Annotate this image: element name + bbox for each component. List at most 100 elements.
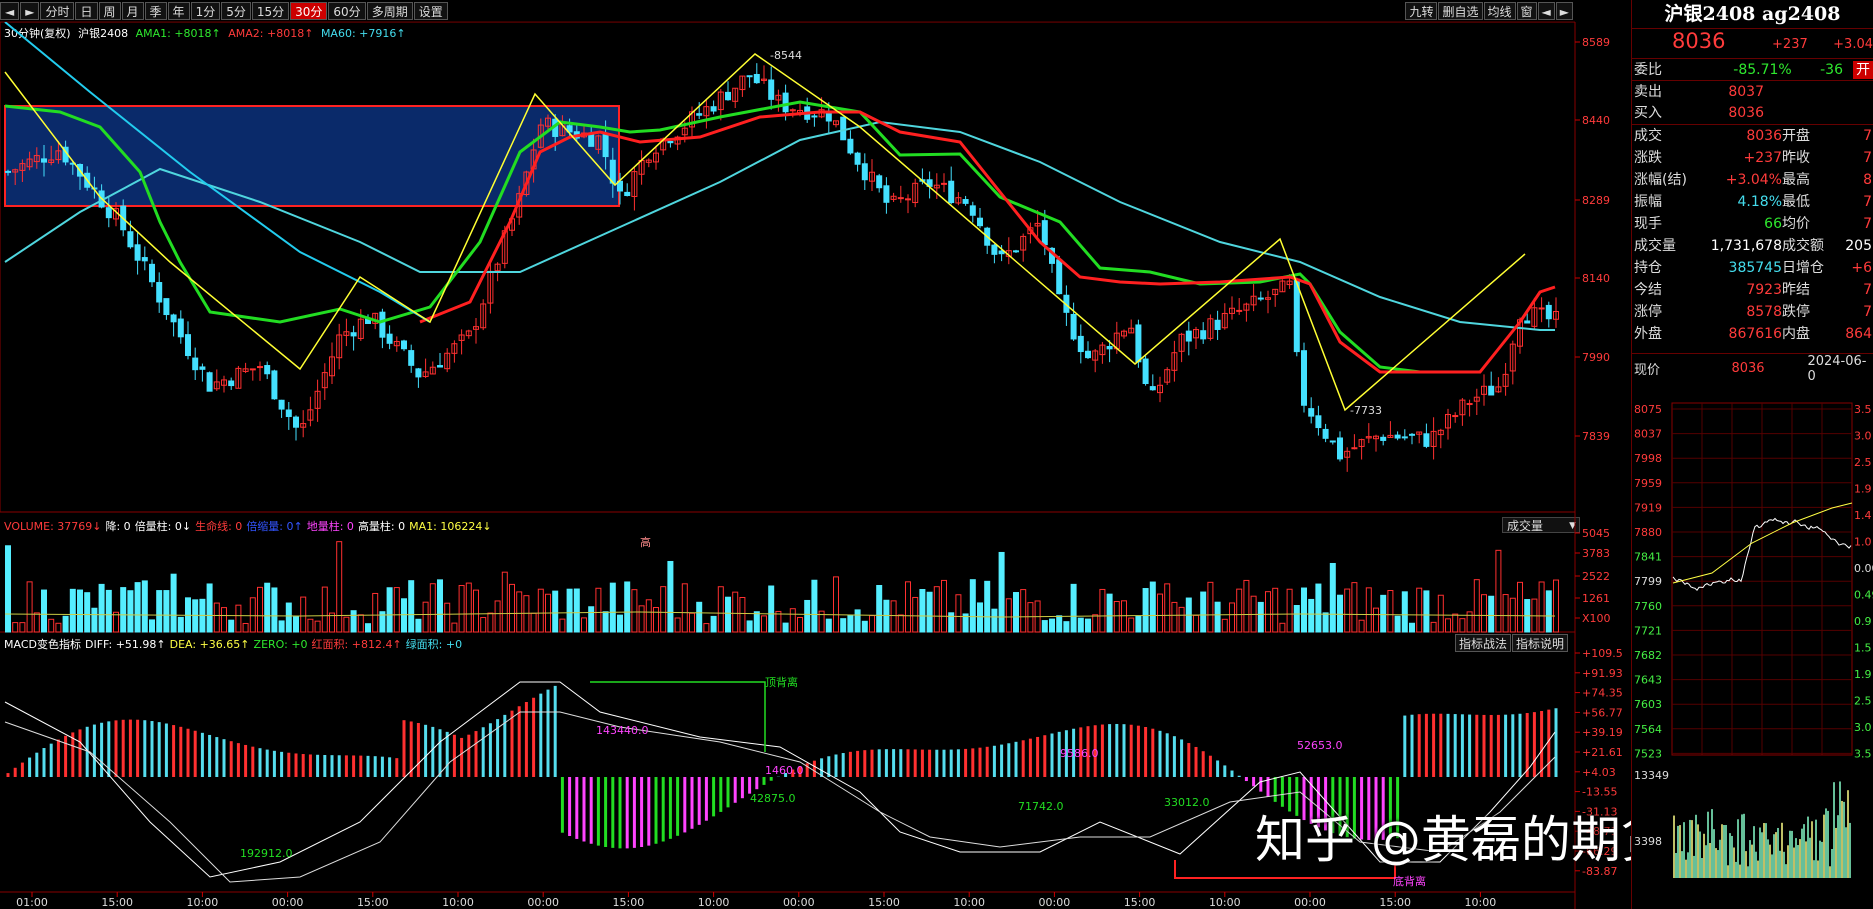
candle-body [186,335,191,356]
mini-left-label: 7959 [1634,477,1662,490]
volume-bar [178,617,183,632]
volume-ma-line [5,612,1555,617]
volume-tick-label: 1261 [1582,592,1610,605]
volume-bar [488,613,493,632]
volume-bar [870,616,875,632]
volume-bar [1539,582,1544,632]
high-annotation: -8544 [770,49,802,62]
tab-period-10[interactable]: 60分 [328,2,365,20]
volume-bar [603,612,608,632]
time-label: 15:00 [868,896,900,909]
macd-tick-label: +74.35 [1582,687,1623,700]
quote-value: 7 [1832,125,1872,147]
candle-body [157,283,162,302]
candle-body [992,245,997,254]
option-button-1[interactable]: 删自选 [1438,2,1482,20]
volume-bar [1057,616,1062,632]
tab-period-11[interactable]: 多周期 [367,2,413,20]
kline-chart[interactable]: 8589 8440 8289 8140 7990 7839 -8544 -7733 5045 37… [0,22,1631,909]
volume-bar [1338,595,1343,632]
scroll-right-button[interactable]: ► [1556,2,1573,20]
volume-bar [1093,615,1098,632]
candle-body [380,312,385,337]
tab-period-12[interactable]: 设置 [414,2,448,20]
tab-period-7[interactable]: 5分 [221,2,251,20]
volume-bar [970,580,975,632]
price-tick-label: 8440 [1582,114,1610,127]
volume-bar [481,618,486,632]
volume-bar [1078,618,1083,632]
candle-body [625,192,630,195]
nav-prev-button[interactable]: ◄ [0,2,19,20]
tab-period-8[interactable]: 15分 [252,2,289,20]
volume-bar [1215,602,1220,632]
volume-bar [121,588,126,632]
nav-next-button[interactable]: ► [20,2,39,20]
quote-row: 振幅 4.18% 最低 7 [1632,191,1873,213]
volume-bar [438,580,443,632]
quote-label: 持仓 [1634,257,1698,279]
volume-bar [236,605,241,632]
buy-label: 买入 [1634,102,1704,124]
tab-period-5[interactable]: 年 [168,2,190,20]
candle-body [171,315,176,322]
open-position-button[interactable]: 开 [1853,61,1873,79]
candle-body [1086,351,1091,357]
volume-bar [913,597,918,632]
time-label: 00:00 [783,896,815,909]
candle-body [1042,221,1047,245]
candle-body [1107,346,1112,348]
candle-body [250,369,255,370]
quote-label: 成交 [1634,125,1698,147]
quote-label: 日增仓 [1782,257,1832,279]
period-toolbar: ◄ ► 分时日周月季年 1分 5分 15分 30分 60分 多周期 设置 九转 删自选 均线窗 ◄ ► [0,0,1575,22]
volume-bar [402,599,407,632]
tab-period-1[interactable]: 日 [75,2,97,20]
candle-body [150,264,155,281]
volume-bar [531,613,536,632]
volume-bar [790,609,795,632]
sell-price: 8037 [1704,81,1764,102]
tab-period-9[interactable]: 30分 [290,2,327,20]
mini-price: 8036 [1731,361,1807,376]
volume-bars [6,542,1559,632]
volume-bar [1273,588,1278,632]
volume-tick-label: 2522 [1582,570,1610,583]
volume-bar [855,610,860,632]
volume-bar [610,583,615,632]
volume-bar [668,561,673,632]
candle-body [1302,351,1307,406]
tab-period-0[interactable]: 分时 [40,2,74,20]
tab-period-4[interactable]: 季 [145,2,167,20]
volume-bar [171,574,176,632]
volume-bar [1280,623,1285,632]
scroll-left-button[interactable]: ◄ [1538,2,1555,20]
option-button-0[interactable]: 九转 [1405,2,1437,20]
volume-bar [877,585,882,632]
quote-row: 涨停 8578 跌停 7 [1632,301,1873,323]
mini-left-label: 7998 [1634,452,1662,465]
tab-period-3[interactable]: 月 [122,2,144,20]
volume-bar [1474,580,1479,632]
volume-bar [632,590,637,632]
volume-bar [85,593,90,632]
intraday-mini-chart[interactable]: 8075 8037 7998 7959 7919 7880 7841 7799 7760 7721… [1632,383,1873,883]
volume-mark-gao: 高 [640,535,651,549]
tab-period-6[interactable]: 1分 [191,2,221,20]
volume-bar [1107,594,1112,632]
candle-body [855,153,860,164]
volume-bar [416,619,421,632]
candle-body [409,351,414,366]
tab-period-2[interactable]: 周 [99,2,121,20]
candle-body [877,176,882,188]
volume-bar [344,617,349,632]
weibi-label: 委比 [1634,59,1703,80]
option-button-3[interactable]: 窗 [1517,2,1537,20]
mini-right-label: 1.9 [1854,483,1872,496]
mini-left-label: 7760 [1634,600,1662,613]
volume-bar [978,603,983,632]
candle-body [1071,314,1076,338]
last-price: 8036 [1672,29,1772,53]
volume-bar [1460,619,1465,632]
option-button-2[interactable]: 均线 [1484,2,1516,20]
